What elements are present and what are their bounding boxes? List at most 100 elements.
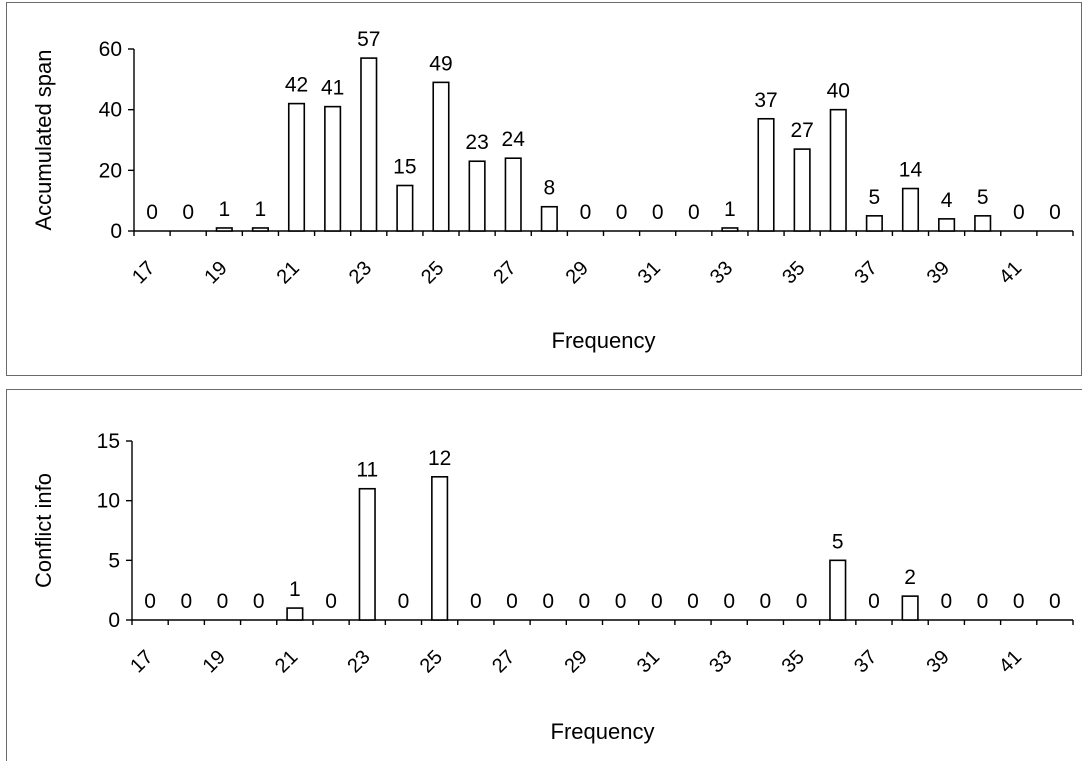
bar — [901, 595, 919, 621]
data-label: 1 — [724, 198, 736, 221]
x-tick-label: 17 — [126, 646, 157, 677]
y-tick-label: 15 — [97, 430, 120, 453]
data-label: 49 — [429, 52, 452, 75]
data-label: 0 — [182, 201, 194, 224]
bar — [287, 102, 306, 232]
x-tick-label: 19 — [200, 257, 231, 288]
data-label: 40 — [827, 80, 850, 103]
bar — [938, 218, 956, 232]
data-label: 0 — [580, 201, 592, 224]
x-tick-label: 35 — [778, 646, 809, 677]
bar — [360, 57, 378, 232]
data-label: 0 — [977, 590, 989, 613]
x-tick-label: 33 — [706, 257, 737, 288]
data-label: 2 — [904, 566, 916, 589]
data-label: 4 — [941, 189, 953, 212]
y-tick-label: 0 — [110, 220, 122, 243]
data-label: 0 — [506, 590, 518, 613]
data-label: 1 — [289, 578, 301, 601]
data-label: 0 — [398, 590, 410, 613]
x-tick-label: 21 — [273, 257, 304, 288]
data-label: 12 — [428, 447, 451, 470]
data-label: 37 — [754, 89, 777, 112]
bar — [431, 476, 449, 621]
data-label: 41 — [321, 77, 344, 100]
data-label: 0 — [1013, 201, 1025, 224]
x-tick-label: 29 — [561, 646, 592, 677]
data-label: 0 — [1013, 590, 1025, 613]
bar — [432, 81, 450, 232]
x-tick-label: 31 — [634, 257, 665, 288]
data-label: 14 — [899, 159, 923, 182]
y-tick-label: 5 — [108, 549, 120, 572]
bar — [974, 215, 992, 232]
data-label: 0 — [615, 590, 627, 613]
x-tick-label: 37 — [850, 646, 881, 677]
x-tick-label: 17 — [128, 257, 159, 288]
data-label: 5 — [977, 186, 989, 209]
data-label: 0 — [651, 590, 663, 613]
x-tick-label: 31 — [633, 646, 664, 677]
bar — [865, 215, 883, 232]
data-label: 57 — [357, 28, 380, 51]
data-label: 15 — [393, 156, 416, 179]
data-label: 5 — [869, 186, 881, 209]
data-label: 0 — [616, 201, 628, 224]
chart-panel-conflict-info: 0 5 10 15 0 0 0 0 1 0 11 0 12 0 0 0 0 0 0 0 0 0 0 5 0 2 0 0 0 0 17 19 21… — [6, 389, 1082, 761]
data-label: 23 — [465, 131, 488, 154]
data-label: 0 — [470, 590, 482, 613]
y-tick-label: 60 — [99, 38, 122, 61]
x-tick-label: 29 — [562, 257, 593, 288]
x-tick-label: 19 — [199, 646, 230, 677]
x-tick-label: 41 — [995, 646, 1026, 677]
data-label: 0 — [217, 590, 229, 613]
data-label: 42 — [285, 74, 308, 97]
data-label: 0 — [760, 590, 772, 613]
data-label: 0 — [146, 201, 158, 224]
data-label: 0 — [325, 590, 337, 613]
bar — [286, 607, 304, 621]
data-label: 0 — [1049, 201, 1061, 224]
bar — [468, 160, 486, 232]
data-label: 5 — [832, 530, 844, 553]
bar — [396, 184, 414, 232]
data-label: 0 — [940, 590, 952, 613]
data-label: 0 — [253, 590, 265, 613]
x-tick-label: 39 — [923, 257, 954, 288]
bar — [829, 108, 847, 232]
bar — [721, 227, 739, 232]
x-tick-label: 35 — [778, 257, 809, 288]
data-label: 0 — [868, 590, 880, 613]
x-tick-label: 41 — [995, 257, 1026, 288]
x-axis-label: Frequency — [552, 328, 656, 353]
x-tick-label: 33 — [705, 646, 736, 677]
bar — [829, 559, 847, 621]
data-label: 27 — [790, 119, 813, 142]
data-label: 0 — [579, 590, 591, 613]
x-tick-label: 39 — [922, 646, 953, 677]
y-axis-label: Accumulated span — [31, 50, 56, 231]
y-tick-label: 10 — [97, 490, 120, 513]
data-label: 0 — [687, 590, 699, 613]
chart-panel-accumulated-span: 0 20 40 60 0 0 1 1 42 41 57 15 49 23 24 8 0 0 0 0 1 37 27 40 5 14… — [6, 2, 1082, 376]
x-tick-label: 25 — [417, 257, 448, 288]
x-axis-label: Frequency — [551, 719, 655, 744]
data-label: 0 — [688, 201, 700, 224]
x-tick-label: 37 — [850, 257, 881, 288]
x-tick-label: 27 — [489, 257, 520, 288]
data-label: 0 — [144, 590, 156, 613]
x-tick-label: 25 — [416, 646, 447, 677]
data-label: 0 — [542, 590, 554, 613]
bar — [901, 187, 920, 232]
x-tick-label: 23 — [343, 646, 374, 677]
data-label: 1 — [218, 198, 230, 221]
bar — [251, 227, 269, 232]
data-label: 8 — [543, 177, 555, 200]
bar — [504, 157, 522, 232]
data-label: 0 — [796, 590, 808, 613]
bar — [324, 105, 342, 232]
x-tick-label: 21 — [271, 646, 302, 677]
data-label: 0 — [180, 590, 192, 613]
